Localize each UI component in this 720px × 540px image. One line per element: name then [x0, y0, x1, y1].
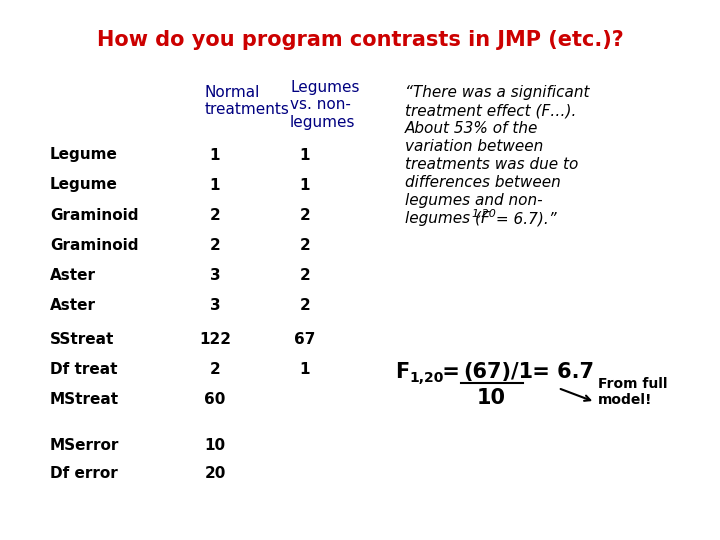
Text: treatments was due to: treatments was due to	[405, 157, 578, 172]
Text: 67: 67	[294, 333, 315, 348]
Text: Aster: Aster	[50, 298, 96, 313]
Text: Graminoid: Graminoid	[50, 238, 138, 253]
Text: 1: 1	[210, 147, 220, 163]
Text: MSerror: MSerror	[50, 437, 120, 453]
Text: 2: 2	[300, 207, 310, 222]
Text: 1: 1	[210, 178, 220, 192]
Text: 10: 10	[204, 437, 225, 453]
Text: 1: 1	[300, 147, 310, 163]
Text: From full
model!: From full model!	[598, 377, 667, 407]
Text: Legume: Legume	[50, 178, 118, 192]
Text: 10: 10	[477, 388, 505, 408]
Text: 1: 1	[300, 362, 310, 377]
Text: = 6.7: = 6.7	[525, 362, 594, 382]
Text: differences between: differences between	[405, 175, 561, 190]
Text: 2: 2	[210, 207, 220, 222]
Text: “There was a significant: “There was a significant	[405, 85, 590, 100]
Text: Df treat: Df treat	[50, 362, 117, 377]
Text: 1,20: 1,20	[409, 371, 444, 385]
Text: 2: 2	[300, 267, 310, 282]
Text: 122: 122	[199, 333, 231, 348]
Text: variation between: variation between	[405, 139, 544, 154]
Text: 3: 3	[210, 298, 220, 313]
Text: 2: 2	[300, 298, 310, 313]
Text: Legume: Legume	[50, 147, 118, 163]
Text: 2: 2	[210, 238, 220, 253]
Text: MStreat: MStreat	[50, 393, 119, 408]
Text: = 6.7).”: = 6.7).”	[491, 211, 557, 226]
Text: About 53% of the: About 53% of the	[405, 121, 539, 136]
Text: (67)/1: (67)/1	[463, 362, 533, 382]
Text: Legumes
vs. non-
legumes: Legumes vs. non- legumes	[290, 80, 359, 130]
Text: F: F	[395, 362, 409, 382]
Text: legumes (F: legumes (F	[405, 211, 490, 226]
Text: 20: 20	[204, 465, 225, 481]
Text: Df error: Df error	[50, 465, 118, 481]
Text: Aster: Aster	[50, 267, 96, 282]
Text: 1,20: 1,20	[471, 209, 496, 219]
Text: =: =	[435, 362, 467, 382]
Text: legumes and non-: legumes and non-	[405, 193, 543, 208]
Text: Graminoid: Graminoid	[50, 207, 138, 222]
Text: SStreat: SStreat	[50, 333, 114, 348]
Text: 60: 60	[204, 393, 225, 408]
Text: Normal
treatments: Normal treatments	[205, 85, 290, 117]
Text: 1: 1	[300, 178, 310, 192]
Text: treatment effect (F…).: treatment effect (F…).	[405, 103, 577, 118]
Text: 2: 2	[210, 362, 220, 377]
Text: 3: 3	[210, 267, 220, 282]
Text: 2: 2	[300, 238, 310, 253]
Text: How do you program contrasts in JMP (etc.)?: How do you program contrasts in JMP (etc…	[96, 30, 624, 50]
